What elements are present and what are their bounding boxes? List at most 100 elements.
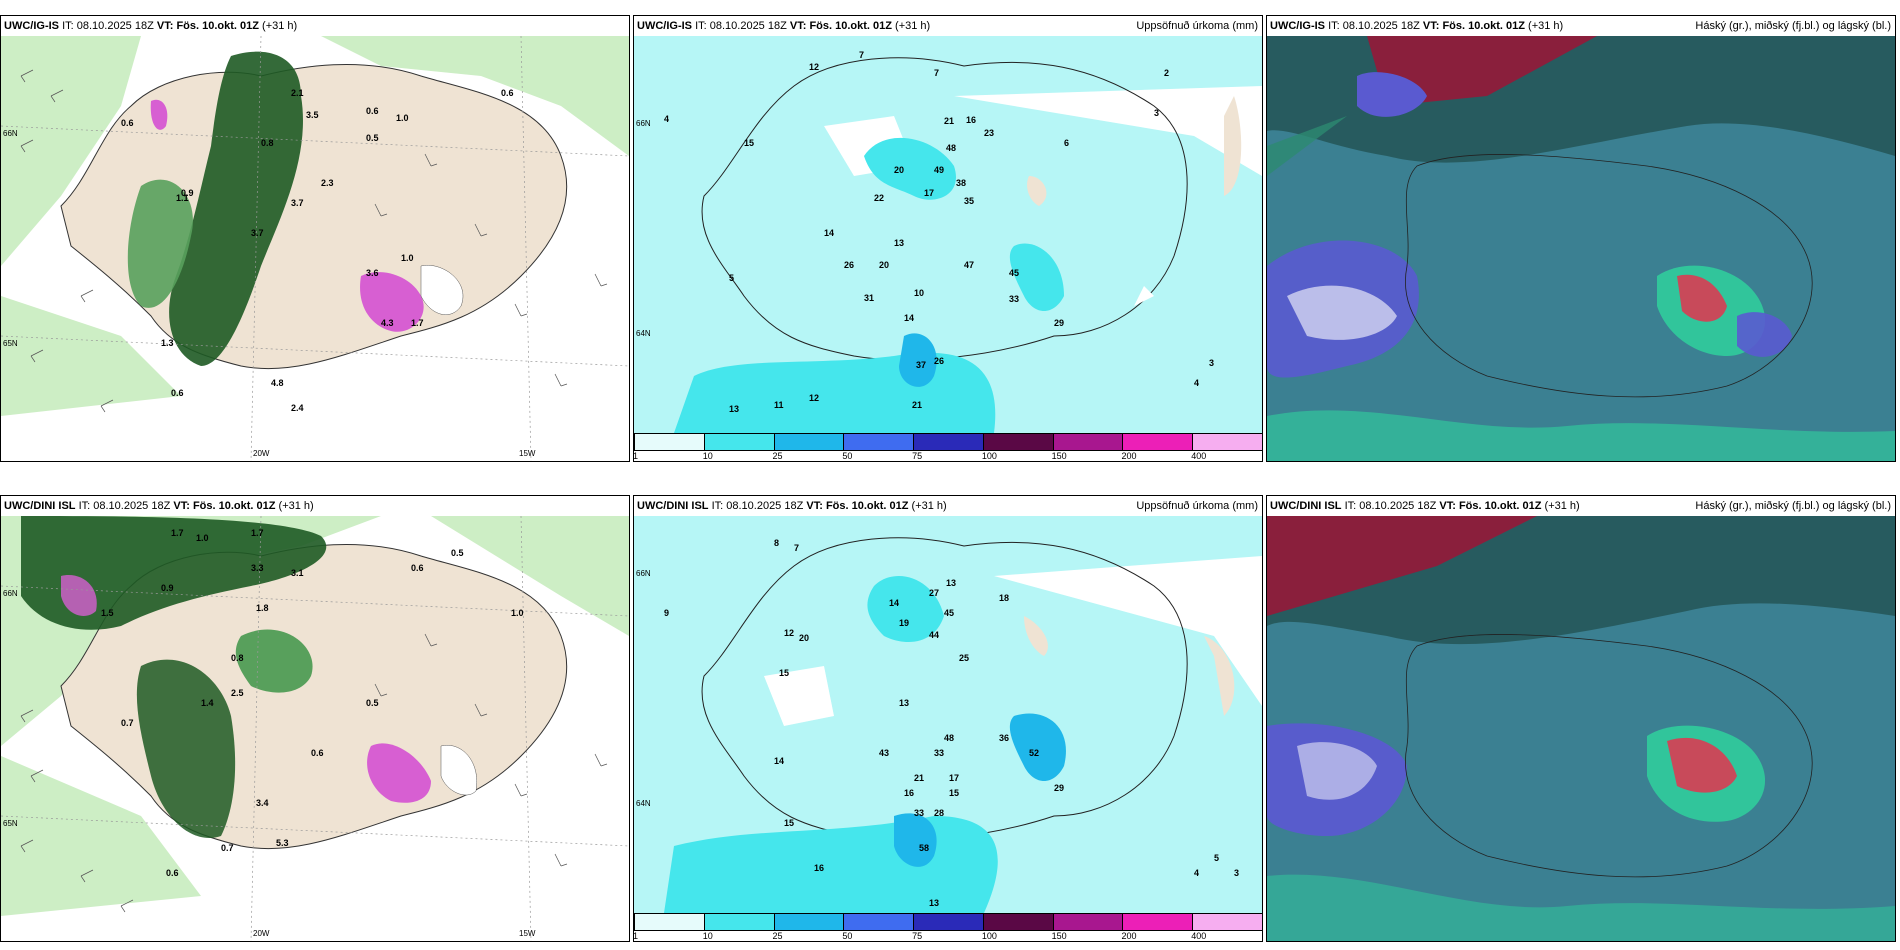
panel-title: Háský (gr.), miðský (fj.bl.) og lágský (… xyxy=(1695,500,1891,512)
grid-label: 66N xyxy=(636,569,651,578)
vt-label: VT: xyxy=(156,20,174,32)
value-label: 21 xyxy=(912,400,922,410)
value-label: 48 xyxy=(946,143,956,153)
it-value: 08.10.2025 18Z xyxy=(726,500,804,512)
value-label: 16 xyxy=(966,115,976,125)
value-label: 49 xyxy=(934,165,944,175)
it-label: IT: xyxy=(1328,20,1340,32)
value-label: 52 xyxy=(1029,748,1039,758)
colorbar-segment xyxy=(1192,433,1262,451)
value-label: 45 xyxy=(944,608,954,618)
value-label: 33 xyxy=(934,748,944,758)
colorbar-segment xyxy=(703,913,774,931)
value-label: 13 xyxy=(729,404,739,414)
vt-label: VT: xyxy=(173,500,190,512)
value-label: 2.1 xyxy=(291,88,304,98)
value-label: 38 xyxy=(956,178,966,188)
value-label: 19 xyxy=(899,618,909,628)
value-label: 45 xyxy=(1009,268,1019,278)
value-label: 2.5 xyxy=(231,688,244,698)
colorbar-label: 1 xyxy=(633,931,639,941)
value-label: 3.1 xyxy=(291,568,304,578)
lead-time: (+31 h) xyxy=(1544,500,1580,512)
colorbar-segment xyxy=(1122,433,1193,451)
value-label: 44 xyxy=(929,630,939,640)
value-label: 2 xyxy=(1164,68,1169,78)
lead-time: (+31 h) xyxy=(911,500,947,512)
model-name: UWC/IG-IS xyxy=(1270,20,1325,32)
grid-label: 20W xyxy=(253,929,270,938)
colorbar-label: 50 xyxy=(842,931,853,941)
value-label: 2.3 xyxy=(321,178,334,188)
value-label: 0.6 xyxy=(366,106,379,116)
value-label: 1.0 xyxy=(401,253,414,263)
value-label: 17 xyxy=(924,188,934,198)
value-label: 4.8 xyxy=(271,378,284,388)
value-label: 26 xyxy=(844,260,854,270)
value-label: 15 xyxy=(744,138,754,148)
value-label: 3.4 xyxy=(256,798,269,808)
grid-label: 20W xyxy=(253,449,270,458)
value-label: 3 xyxy=(1154,108,1159,118)
model-name: UWC/IG-IS xyxy=(4,20,59,32)
value-label: 0.9 xyxy=(161,583,174,593)
value-label: 33 xyxy=(914,808,924,818)
colorbar-label: 25 xyxy=(772,451,783,461)
it-label: IT: xyxy=(695,20,707,32)
value-label: 47 xyxy=(964,260,974,270)
it-label: IT: xyxy=(62,20,74,32)
model-name: UWC/DINI ISL xyxy=(1270,500,1342,512)
value-label: 13 xyxy=(946,578,956,588)
grid-label: 15W xyxy=(519,929,536,938)
value-label: 9 xyxy=(664,608,669,618)
value-label: 6 xyxy=(1064,138,1069,148)
value-label: 14 xyxy=(824,228,834,238)
model-name: UWC/DINI ISL xyxy=(637,500,709,512)
value-label: 7 xyxy=(859,50,864,60)
value-label: 35 xyxy=(964,196,974,206)
model-name: UWC/DINI ISL xyxy=(4,500,76,512)
value-label: 4 xyxy=(664,114,669,124)
it-value: 08.10.2025 18Z xyxy=(76,20,154,32)
colorbar-label: 150 xyxy=(1051,931,1067,941)
map-area: 66N 64N 8 7 9 27 13 18 14 19 44 45 25 20… xyxy=(634,516,1262,941)
vt-label: VT: xyxy=(1422,20,1440,32)
lead-time: (+31 h) xyxy=(1528,20,1564,32)
value-label: 10 xyxy=(914,288,924,298)
colorbar-label: 400 xyxy=(1191,931,1207,941)
grid-label: 66N xyxy=(3,589,18,598)
map-area: 66N 65N 20W 15W 2.1 0.6 1.0 3.5 0.5 0.8 … xyxy=(1,36,629,461)
value-label: 0.6 xyxy=(411,563,424,573)
colorbar-segment xyxy=(843,433,914,451)
panel-accumulated-precip-dini: UWC/DINI ISL IT: 08.10.2025 18Z VT: Fös.… xyxy=(633,495,1263,942)
value-label: 26 xyxy=(934,356,944,366)
value-label: 2.4 xyxy=(291,403,304,413)
value-label: 15 xyxy=(784,818,794,828)
value-label: 25 xyxy=(959,653,969,663)
colorbar-label: 10 xyxy=(702,931,713,941)
value-label: 36 xyxy=(999,733,1009,743)
value-label: 13 xyxy=(894,238,904,248)
colorbar-label: 200 xyxy=(1121,931,1137,941)
colorbar-label: 50 xyxy=(842,451,853,461)
map-area xyxy=(1267,36,1895,461)
colorbar-label: 100 xyxy=(981,931,997,941)
lead-time: (+31 h) xyxy=(262,20,298,32)
it-value: 08.10.2025 18Z xyxy=(1342,20,1420,32)
value-label: 1.5 xyxy=(101,608,114,618)
panel-header: UWC/DINI ISL IT: 08.10.2025 18Z VT: Fös.… xyxy=(634,496,1262,516)
colorbar-segment xyxy=(1122,913,1193,931)
value-label: 18 xyxy=(999,593,1009,603)
grid-label: 66N xyxy=(3,129,18,138)
value-label: 5 xyxy=(729,273,734,283)
value-label: 23 xyxy=(984,128,994,138)
value-label: 28 xyxy=(934,808,944,818)
value-label: 27 xyxy=(929,588,939,598)
panel-accumulated-precip-ig: UWC/IG-IS IT: 08.10.2025 18Z VT: Fös. 10… xyxy=(633,15,1263,462)
colorbar-segment xyxy=(773,913,844,931)
colorbar-segment xyxy=(703,433,774,451)
colorbar-segment xyxy=(1052,913,1123,931)
colorbar-label: 200 xyxy=(1121,451,1137,461)
map-area: 66N 64N 12 7 7 4 3 2 21 16 23 48 49 38 2… xyxy=(634,36,1262,461)
colorbar-label: 75 xyxy=(912,931,923,941)
